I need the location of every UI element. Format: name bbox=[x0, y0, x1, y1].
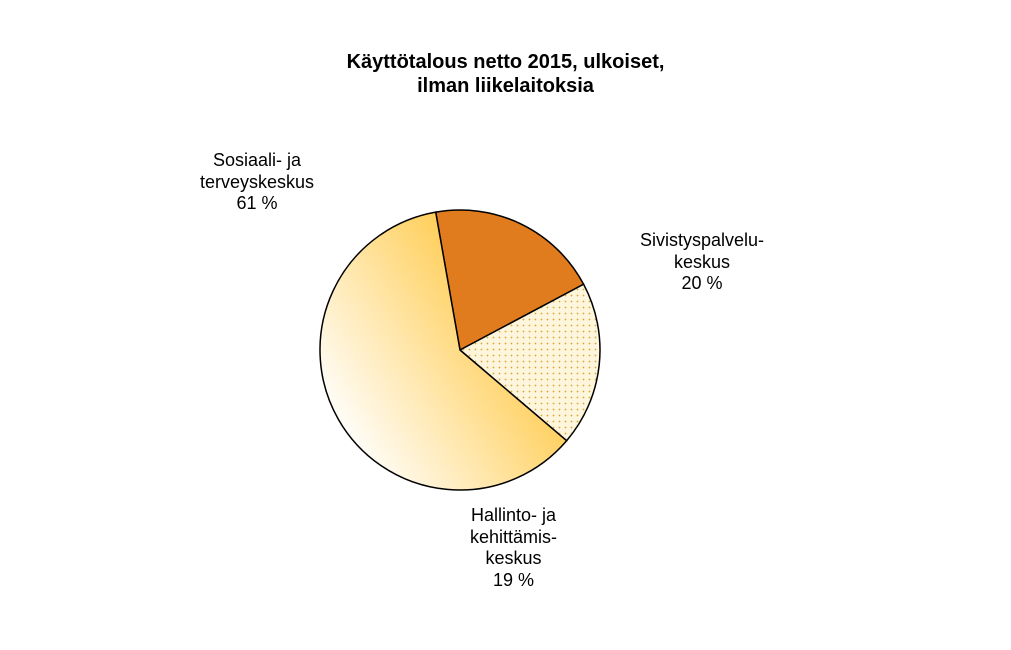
pie-label-sosiaali-ja-terveyskeskus: Sosiaali- jaterveyskeskus61 % bbox=[200, 150, 314, 215]
pie-chart-container: Käyttötalous netto 2015, ulkoiset, ilman… bbox=[0, 0, 1011, 650]
pie-label-hallinto-ja-kehitt-miskeskus: Hallinto- jakehittämis-keskus19 % bbox=[470, 505, 557, 591]
pie-label-sivistyspalvelukeskus: Sivistyspalvelu-keskus20 % bbox=[640, 230, 764, 295]
